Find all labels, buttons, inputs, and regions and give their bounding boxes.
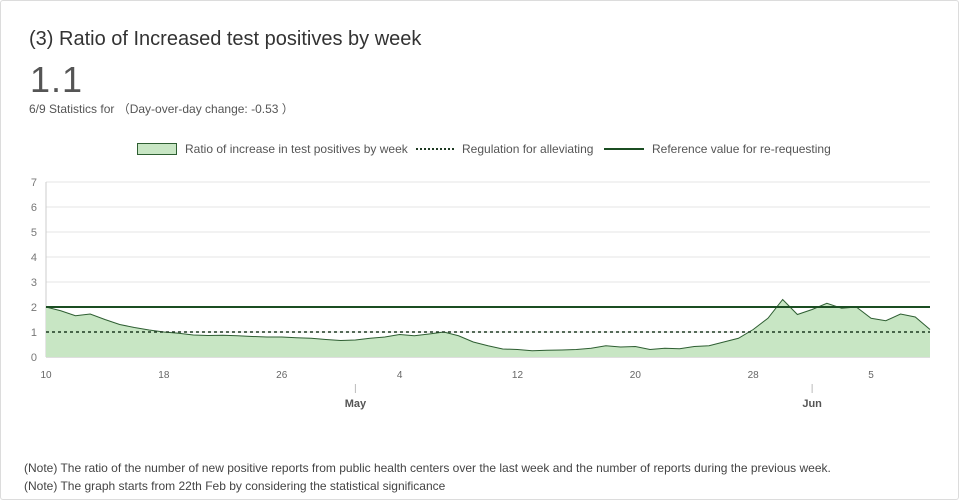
y-tick-label: 1 [31, 327, 37, 339]
x-tick-label: 12 [512, 370, 524, 381]
y-tick-label: 0 [31, 352, 37, 364]
y-tick-label: 4 [31, 252, 37, 264]
x-tick-label: 18 [158, 370, 170, 381]
chart-title: (3) Ratio of Increased test positives by… [29, 28, 422, 50]
legend-label-reference: Reference value for re-requesting [652, 142, 831, 156]
y-tick-label: 7 [31, 177, 37, 189]
month-label: Jun [802, 398, 822, 410]
note-line-1: (Note) The ratio of the number of new po… [24, 461, 831, 475]
x-tick-label: 10 [40, 370, 52, 381]
legend-item-regulation[interactable]: Regulation for alleviating [416, 142, 593, 156]
month-label: May [345, 398, 367, 410]
statistics-date-line: 6/9 Statistics for （Day-over-day change:… [29, 102, 294, 116]
ratio-series-line [45, 298, 931, 352]
legend-label-ratio: Ratio of increase in test positives by w… [185, 142, 408, 156]
legend-solid-swatch [604, 148, 644, 150]
y-tick-label: 6 [31, 202, 37, 214]
legend-item-ratio[interactable]: Ratio of increase in test positives by w… [137, 142, 408, 156]
x-tick-label: 20 [630, 370, 642, 381]
legend-dotted-swatch [416, 148, 454, 150]
x-tick-label: 5 [868, 370, 874, 381]
note-line-2: (Note) The graph starts from 22th Feb by… [24, 479, 446, 493]
y-tick-label: 2 [31, 302, 37, 314]
x-tick-label: 26 [276, 370, 288, 381]
x-tick-label: 28 [748, 370, 760, 381]
legend-label-regulation: Regulation for alleviating [462, 142, 594, 156]
chart-notes: (Note) The ratio of the number of new po… [24, 459, 831, 495]
legend-item-reference[interactable]: Reference value for re-requesting [604, 142, 831, 156]
ratio-area-fill [46, 299, 930, 357]
y-tick-label: 3 [31, 277, 37, 289]
x-tick-label: 4 [397, 370, 403, 381]
y-tick-label: 5 [31, 227, 37, 239]
legend-area-swatch [137, 143, 177, 155]
current-ratio-value: 1.1 [30, 59, 84, 100]
